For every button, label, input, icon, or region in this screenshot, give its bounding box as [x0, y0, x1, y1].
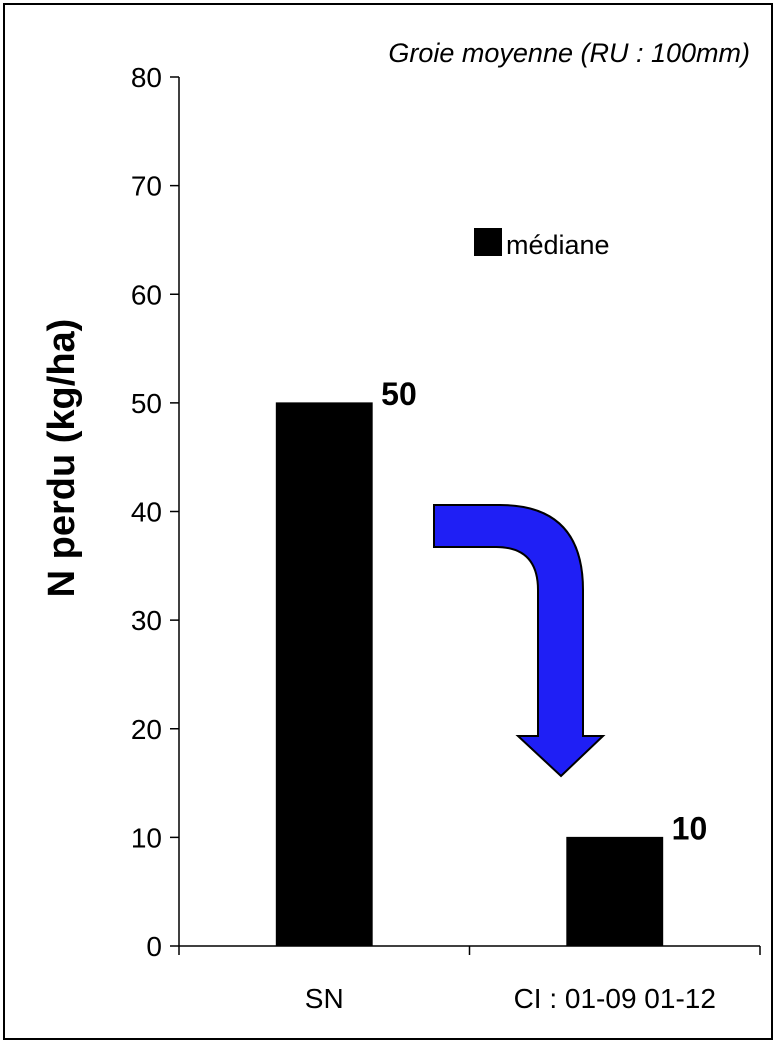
y-tick-label: 60	[131, 279, 162, 310]
legend-swatch-mediane	[474, 228, 502, 256]
x-axis: SN CI : 01-09 01-12	[178, 945, 761, 1014]
y-tick-label: 10	[131, 822, 162, 853]
y-tick-label: 20	[131, 714, 162, 745]
y-tick-label: 70	[131, 171, 162, 202]
y-tick-label: 50	[131, 388, 162, 419]
x-category-label: SN	[305, 983, 344, 1014]
data-label: 50	[381, 376, 417, 412]
y-tick-label: 40	[131, 497, 162, 528]
data-label: 10	[672, 810, 708, 846]
bar	[566, 836, 664, 947]
trend-arrow	[433, 504, 606, 778]
y-axis: 0 10 20 30 40 50 60 70 80	[131, 62, 180, 962]
bar	[275, 402, 373, 947]
data-labels-group: 50 10	[381, 376, 707, 847]
y-tick-label: 0	[146, 931, 162, 962]
y-tick-label: 80	[131, 62, 162, 93]
chart-title: Groie moyenne (RU : 100mm)	[388, 38, 750, 68]
bars-group	[275, 402, 664, 947]
legend: médiane	[474, 228, 610, 260]
y-tick-label: 30	[131, 605, 162, 636]
x-category-label: CI : 01-09 01-12	[514, 983, 716, 1014]
y-axis-label: N perdu (kg/ha)	[41, 319, 83, 598]
legend-label-mediane: médiane	[506, 230, 610, 260]
